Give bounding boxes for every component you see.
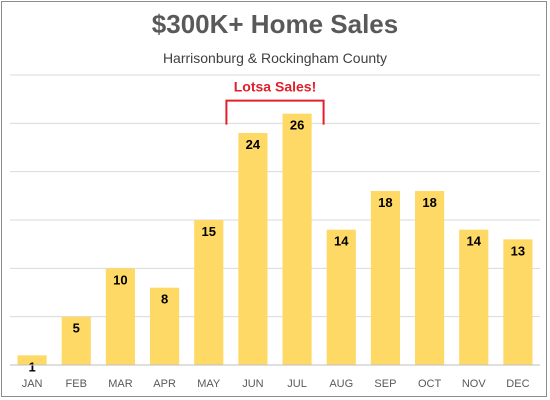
x-tick-jan: JAN (22, 378, 43, 390)
x-tick-mar: MAR (108, 378, 133, 390)
x-tick-aug: AUG (329, 378, 353, 390)
x-tick-apr: APR (153, 378, 176, 390)
data-label-mar: 10 (113, 272, 127, 287)
bar-jun (238, 133, 268, 365)
data-label-nov: 14 (467, 234, 482, 249)
x-tick-jun: JUN (242, 378, 263, 390)
data-label-dec: 13 (511, 243, 525, 258)
bar-mar (105, 268, 135, 365)
bar-oct (415, 191, 445, 365)
annotation: Lotsa Sales! (225, 79, 325, 125)
data-label-sep: 18 (378, 195, 392, 210)
annotation-bracket (225, 99, 325, 125)
bar-jan (17, 355, 47, 365)
gridlines (10, 74, 540, 318)
x-tick-jul: JUL (287, 378, 307, 390)
bar-may (194, 220, 224, 365)
chart-subtitle: Harrisonburg & Rockingham County (162, 50, 388, 66)
chart-title: $300K+ Home Sales (151, 9, 399, 39)
x-tick-feb: FEB (66, 378, 87, 390)
x-tick-sep: SEP (374, 378, 396, 390)
data-label-apr: 8 (161, 292, 168, 307)
x-tick-nov: NOV (462, 378, 487, 390)
bar-nov (459, 229, 489, 365)
x-axis-ticks: JAN FEB MAR APR MAY JUN JUL AUG SEP OCT NOV DEC (22, 378, 530, 390)
data-label-may: 15 (202, 224, 216, 239)
bar-apr (150, 287, 180, 365)
x-tick-dec: DEC (506, 378, 529, 390)
bar-dec (503, 239, 533, 365)
bar-jul (282, 113, 312, 366)
bars (17, 113, 533, 366)
data-label-jul: 26 (290, 118, 304, 133)
data-label-feb: 5 (73, 321, 80, 336)
data-label-jun: 24 (246, 137, 261, 152)
bar-aug (326, 229, 356, 365)
data-label-oct: 18 (422, 195, 436, 210)
x-tick-oct: OCT (418, 378, 442, 390)
bar-sep (370, 191, 400, 365)
x-tick-may: MAY (197, 378, 221, 390)
bar-feb (61, 316, 91, 365)
annotation-label: Lotsa Sales! (234, 79, 316, 95)
data-label-jan: 1 (28, 359, 35, 374)
data-label-aug: 14 (334, 234, 349, 249)
